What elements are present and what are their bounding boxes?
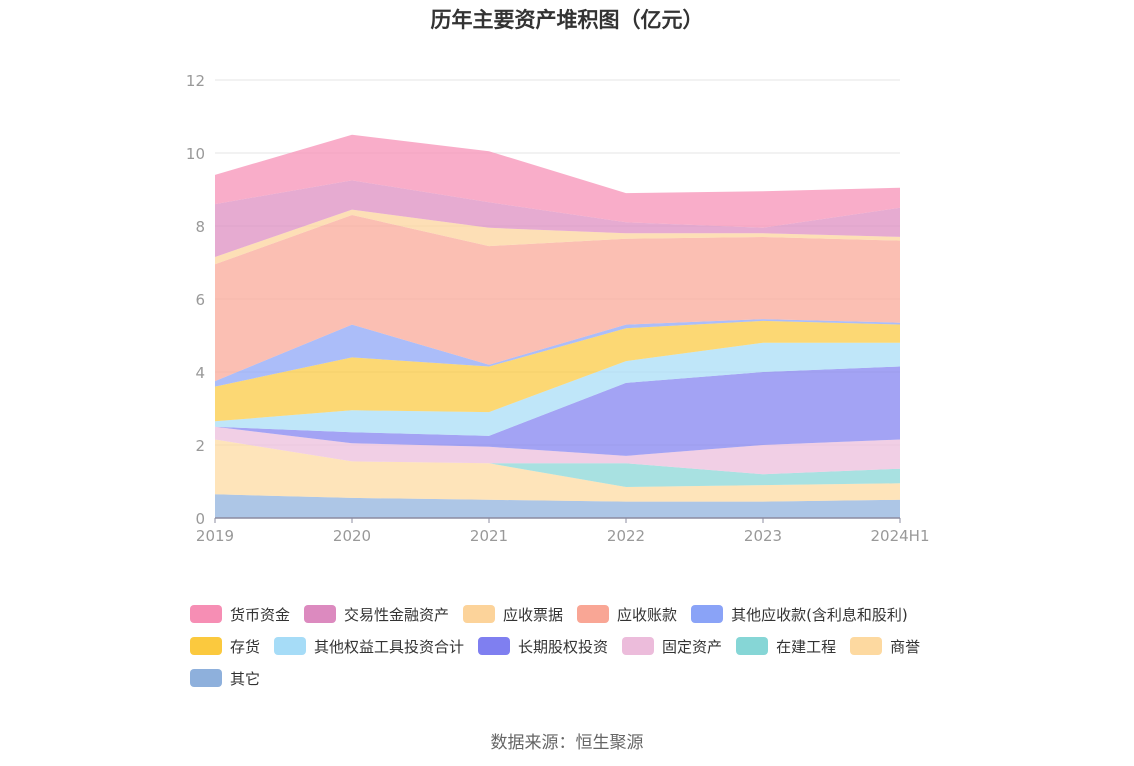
x-tick-label: 2021 (470, 527, 508, 545)
x-tick-label: 2020 (333, 527, 371, 545)
legend-swatch (190, 637, 222, 655)
x-tick-label: 2019 (196, 527, 234, 545)
x-tick-label: 2022 (607, 527, 645, 545)
legend-swatch (274, 637, 306, 655)
y-tick-label: 8 (195, 218, 205, 236)
y-tick-label: 10 (186, 145, 205, 163)
legend-label: 其他应收款(含利息和股利) (731, 604, 908, 625)
legend-item[interactable]: 交易性金融资产 (304, 604, 449, 625)
legend-label: 在建工程 (776, 636, 836, 657)
legend-swatch (577, 605, 609, 623)
y-tick-label: 4 (195, 364, 205, 382)
x-tick-label: 2023 (744, 527, 782, 545)
legend-item[interactable]: 应收账款 (577, 604, 677, 625)
legend-item[interactable]: 存货 (190, 636, 260, 657)
legend-item[interactable]: 固定资产 (622, 636, 722, 657)
legend-row: 货币资金 交易性金融资产 应收票据 应收账款 其他应收款(含利息和股利) (190, 598, 990, 630)
legend-label: 固定资产 (662, 636, 722, 657)
legend-label: 商誉 (890, 636, 920, 657)
legend: 货币资金 交易性金融资产 应收票据 应收账款 其他应收款(含利息和股利) 存货 其他权益工具… (190, 598, 990, 694)
legend-label: 货币资金 (230, 604, 290, 625)
legend-label: 其他权益工具投资合计 (314, 636, 464, 657)
data-source-note: 数据来源：恒生聚源 (0, 728, 1134, 753)
legend-swatch (190, 605, 222, 623)
legend-swatch (190, 669, 222, 687)
legend-row: 存货 其他权益工具投资合计 长期股权投资 固定资产 在建工程 商誉 (190, 630, 990, 662)
legend-swatch (304, 605, 336, 623)
legend-label: 其它 (230, 668, 260, 689)
x-tick-label: 2024H1 (871, 527, 930, 545)
legend-swatch (478, 637, 510, 655)
legend-swatch (736, 637, 768, 655)
legend-item[interactable]: 在建工程 (736, 636, 836, 657)
area-series (215, 135, 900, 518)
legend-swatch (622, 637, 654, 655)
legend-item[interactable]: 其他应收款(含利息和股利) (691, 604, 908, 625)
y-tick-label: 2 (195, 437, 205, 455)
legend-label: 长期股权投资 (518, 636, 608, 657)
legend-label: 交易性金融资产 (344, 604, 449, 625)
legend-item[interactable]: 货币资金 (190, 604, 290, 625)
legend-item[interactable]: 其他权益工具投资合计 (274, 636, 464, 657)
legend-item[interactable]: 应收票据 (463, 604, 563, 625)
legend-item[interactable]: 其它 (190, 668, 260, 689)
legend-row: 其它 (190, 662, 990, 694)
stacked-area-chart: 0 2 4 6 8 10 12 2019 2020 2021 2022 2023 2024H1 (0, 0, 1134, 580)
legend-swatch (691, 605, 723, 623)
legend-label: 存货 (230, 636, 260, 657)
y-tick-label: 12 (186, 72, 205, 90)
legend-swatch (463, 605, 495, 623)
legend-swatch (850, 637, 882, 655)
y-tick-label: 6 (195, 291, 205, 309)
legend-label: 应收票据 (503, 604, 563, 625)
legend-item[interactable]: 商誉 (850, 636, 920, 657)
legend-item[interactable]: 长期股权投资 (478, 636, 608, 657)
y-tick-label: 0 (195, 510, 205, 528)
legend-label: 应收账款 (617, 604, 677, 625)
